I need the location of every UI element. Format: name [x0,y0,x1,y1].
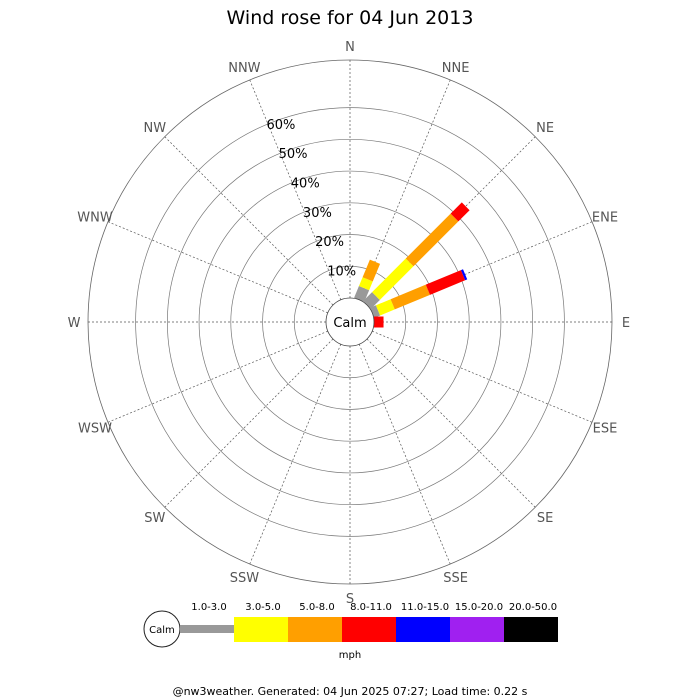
legend-bin-label: 11.0-15.0 [401,602,449,613]
legend-swatch [180,625,234,633]
legend-swatch [396,617,450,642]
legend-calm-label: Calm [149,625,175,636]
grid-ring [262,234,438,410]
direction-label: N [345,40,355,55]
radial-tick-label: 60% [266,118,295,133]
radial-tick-label: 10% [327,265,356,280]
legend-bin-label: 8.0-11.0 [350,602,392,613]
petal-segment-ne [450,202,470,222]
footer-text: @nw3weather. Generated: 04 Jun 2025 07:2… [173,685,528,698]
calm-circle [325,297,375,347]
grid-ring [198,170,502,474]
legend-bin-label: 1.0-3.0 [191,602,226,613]
legend-swatch [234,617,288,642]
direction-label: E [622,316,630,331]
petal-segment-nne [354,285,370,302]
petal-segment-nne [362,259,381,282]
direction-label: SSE [443,571,468,586]
radial-tick-label: 40% [291,177,320,192]
grid-ring [135,107,565,537]
legend-unit-label: mph [339,650,361,661]
grid-ring [166,138,534,506]
petal-segment-ne [372,258,414,300]
direction-label: WSW [78,422,112,437]
direction-label: NW [144,121,167,136]
legend-swatch [342,617,396,642]
petal-segment-ene [370,305,381,318]
petal-segment-ene [460,269,468,281]
radial-tick-label: 20% [315,235,344,250]
calm-label: Calm [333,316,366,331]
petal-segment-ne [363,292,380,309]
legend-bin-label: 15.0-20.0 [455,602,503,613]
direction-label: SW [144,511,165,526]
legend-bin-label: 5.0-8.0 [299,602,334,613]
direction-label: NNW [228,61,260,76]
radial-tick-label: 50% [279,147,308,162]
grid-ring [230,202,470,442]
direction-label: S [346,592,354,607]
legend-bin-label: 3.0-5.0 [245,602,280,613]
direction-label: WNW [77,210,113,225]
petal-segment-ene [375,299,395,316]
chart-title: Wind rose for 04 Jun 2013 [227,7,474,29]
legend-bin-label: 20.0-50.0 [509,602,557,613]
direction-label: NNE [442,61,470,76]
direction-label: NE [536,121,554,136]
petal-segment-ene [425,270,466,295]
radial-tick-label: 30% [303,206,332,221]
legend-swatch [504,617,558,642]
petal-segment-nne [358,277,373,291]
direction-label: SSW [230,571,260,586]
direction-label: W [68,316,81,331]
petal-segment-ene [390,284,430,310]
direction-label: ENE [592,210,618,225]
direction-label: SE [537,511,553,526]
grid-ring [293,265,407,379]
direction-label: ESE [593,422,618,437]
legend-swatch [288,617,342,642]
legend-swatch [450,617,504,642]
petal-segment-ne [405,213,459,267]
